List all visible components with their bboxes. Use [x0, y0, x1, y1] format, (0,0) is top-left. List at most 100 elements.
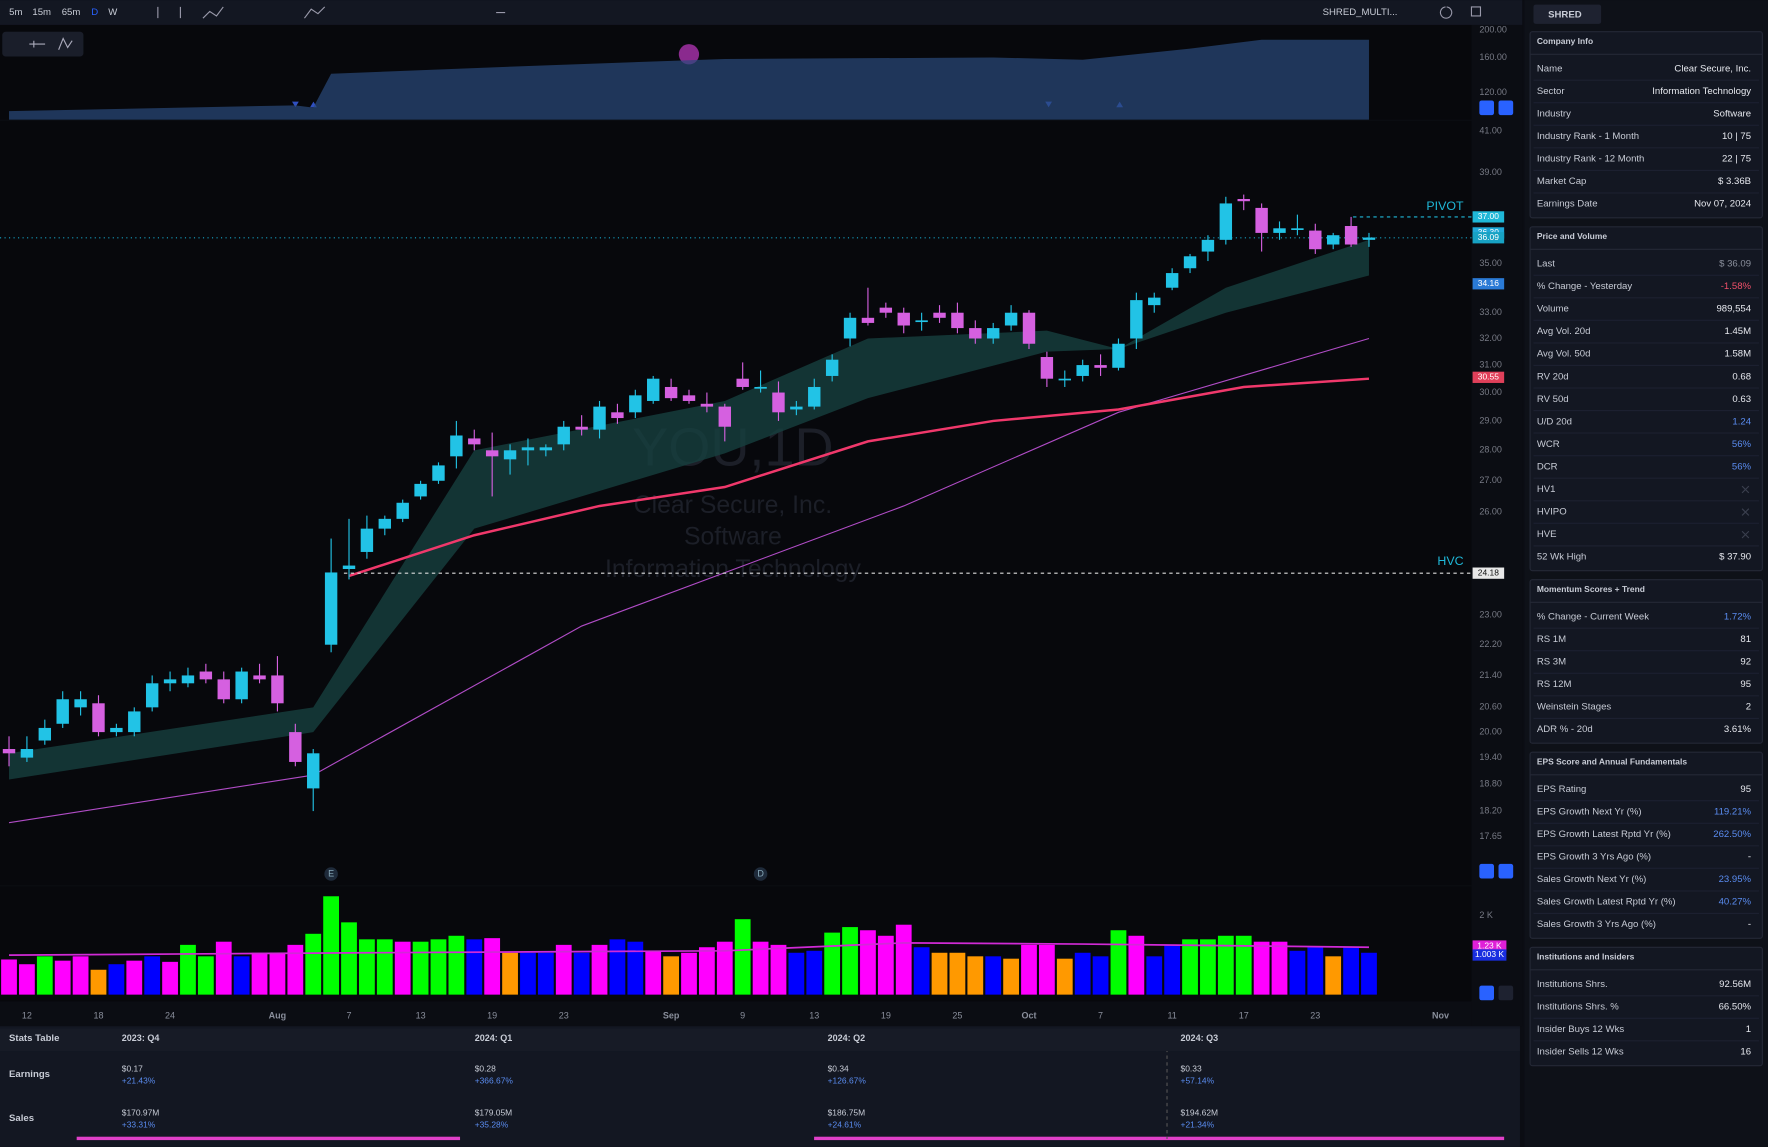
log-button[interactable] [1498, 100, 1514, 116]
price-tag-label: 24.18 [1478, 567, 1499, 577]
y-tick-label: 26.00 [1479, 507, 1502, 517]
candle-body [557, 426, 570, 445]
row-value: 3.61% [1724, 724, 1752, 735]
y-tick-label: 2 K [1479, 910, 1493, 920]
row-label: Name [1537, 63, 1563, 74]
candle-body [1273, 228, 1286, 233]
row-label: U/D 20d [1537, 416, 1572, 427]
hvc-label: HVC [1437, 554, 1463, 568]
candle-body [521, 447, 535, 451]
cell-text: $186.75M [828, 1107, 866, 1117]
indicator-dot [678, 44, 700, 65]
y-tick-label: 28.00 [1479, 445, 1502, 455]
y-tick-label: 160.00 [1479, 52, 1507, 62]
candle-body [468, 438, 481, 445]
symbol-select[interactable] [1533, 4, 1602, 24]
volume-bar [931, 952, 948, 995]
x-tick-label: 7 [347, 1010, 352, 1020]
y-tick-label: 30.00 [1479, 387, 1502, 397]
row-label: RS 3M [1537, 657, 1566, 668]
volume-bar [752, 941, 769, 995]
candle-body [897, 312, 910, 326]
interval-button[interactable]: W [108, 7, 117, 18]
volume-bar [215, 941, 232, 995]
candle-body [163, 679, 177, 684]
auto-button[interactable] [1479, 100, 1495, 116]
log-button[interactable] [1498, 863, 1514, 879]
candle-body [74, 699, 87, 708]
volume-bar [1200, 939, 1216, 995]
cell-text: $0.28 [475, 1063, 496, 1073]
row-value: 23.95% [1719, 874, 1752, 885]
row-label: Institutions Shrs. % [1537, 1002, 1619, 1013]
row-label: % Change - Yesterday [1537, 281, 1633, 292]
section-title: Momentum Scores + Trend [1537, 584, 1645, 594]
cell-text: +57.14% [1181, 1076, 1215, 1086]
volume-bar [1217, 935, 1234, 995]
x-tick-label: 9 [740, 1010, 745, 1020]
volume-bar [287, 944, 304, 995]
volume-bar [1343, 947, 1359, 995]
volume-tag-label: 1.23 K [1477, 940, 1502, 950]
row-label: Insider Buys 12 Wks [1537, 1024, 1625, 1035]
row-value: 989,554 [1716, 304, 1751, 315]
volume-bar [824, 932, 841, 995]
x-tick-label: 11 [1167, 1010, 1176, 1020]
volume-tag [1472, 949, 1507, 961]
row-label: HVIPO [1537, 507, 1567, 518]
column-header: 2024: Q2 [828, 1033, 866, 1043]
volume-bar [591, 944, 608, 995]
row-label: Earnings Date [1537, 199, 1598, 210]
column-header: 2023: Q4 [122, 1033, 160, 1043]
row-value: 92.56M [1719, 979, 1751, 990]
volume-bar [72, 956, 89, 995]
toolbar-icons [157, 6, 1482, 19]
volume-bar [734, 919, 751, 995]
volume-bar [1325, 956, 1342, 995]
cell-text: $0.17 [122, 1063, 143, 1073]
price-pane [0, 120, 1472, 886]
log-button[interactable] [1498, 985, 1514, 1001]
cell-text: $0.34 [828, 1063, 849, 1073]
candle-body [199, 671, 213, 680]
volume-bar [985, 956, 1002, 995]
y-tick-label: 200.00 [1479, 25, 1507, 35]
x-tick-label: 13 [809, 1010, 819, 1020]
auto-button[interactable] [1479, 863, 1495, 879]
auto-button[interactable] [1479, 985, 1495, 1001]
y-tick-label: 31.00 [1479, 359, 1502, 369]
row-label: % Change - Current Week [1537, 611, 1649, 622]
candle-body [271, 675, 284, 704]
row-label: EPS Growth 3 Yrs Ago (%) [1537, 852, 1651, 863]
y-tick-label: 19.40 [1479, 752, 1502, 762]
price-tag [1472, 232, 1505, 244]
candle-body [647, 378, 660, 401]
x-tick-label: 19 [881, 1010, 891, 1020]
volume-bar [430, 939, 447, 995]
interval-button[interactable]: D [91, 7, 98, 18]
volume-bar [90, 969, 107, 995]
interval-button[interactable]: 5m [9, 7, 22, 18]
volume-bar [1307, 947, 1324, 995]
volume-bar [1, 959, 17, 995]
volume-bar [842, 927, 858, 995]
row-label: Sales Growth 3 Yrs Ago (%) [1537, 919, 1656, 930]
y-tick-label: 32.00 [1479, 333, 1502, 343]
row-value: 10 | 75 [1722, 131, 1751, 142]
row-value: 95 [1740, 784, 1751, 795]
interval-button[interactable]: 15m [32, 7, 51, 18]
candle-body [987, 328, 1000, 339]
candle-body [754, 386, 767, 389]
event-marker [753, 867, 768, 881]
candle-body [289, 732, 302, 762]
x-tick-label: Nov [1432, 1010, 1449, 1020]
panel-section [1529, 579, 1763, 744]
candle-body [1004, 312, 1018, 326]
row-label: RS 1M [1537, 634, 1566, 645]
indicator-area [9, 39, 1369, 120]
event-marker [324, 867, 338, 881]
volume-bar [251, 952, 268, 995]
candle-body [503, 450, 517, 460]
row-label: Avg Vol. 50d [1537, 349, 1591, 360]
interval-button[interactable]: 65m [62, 7, 81, 18]
